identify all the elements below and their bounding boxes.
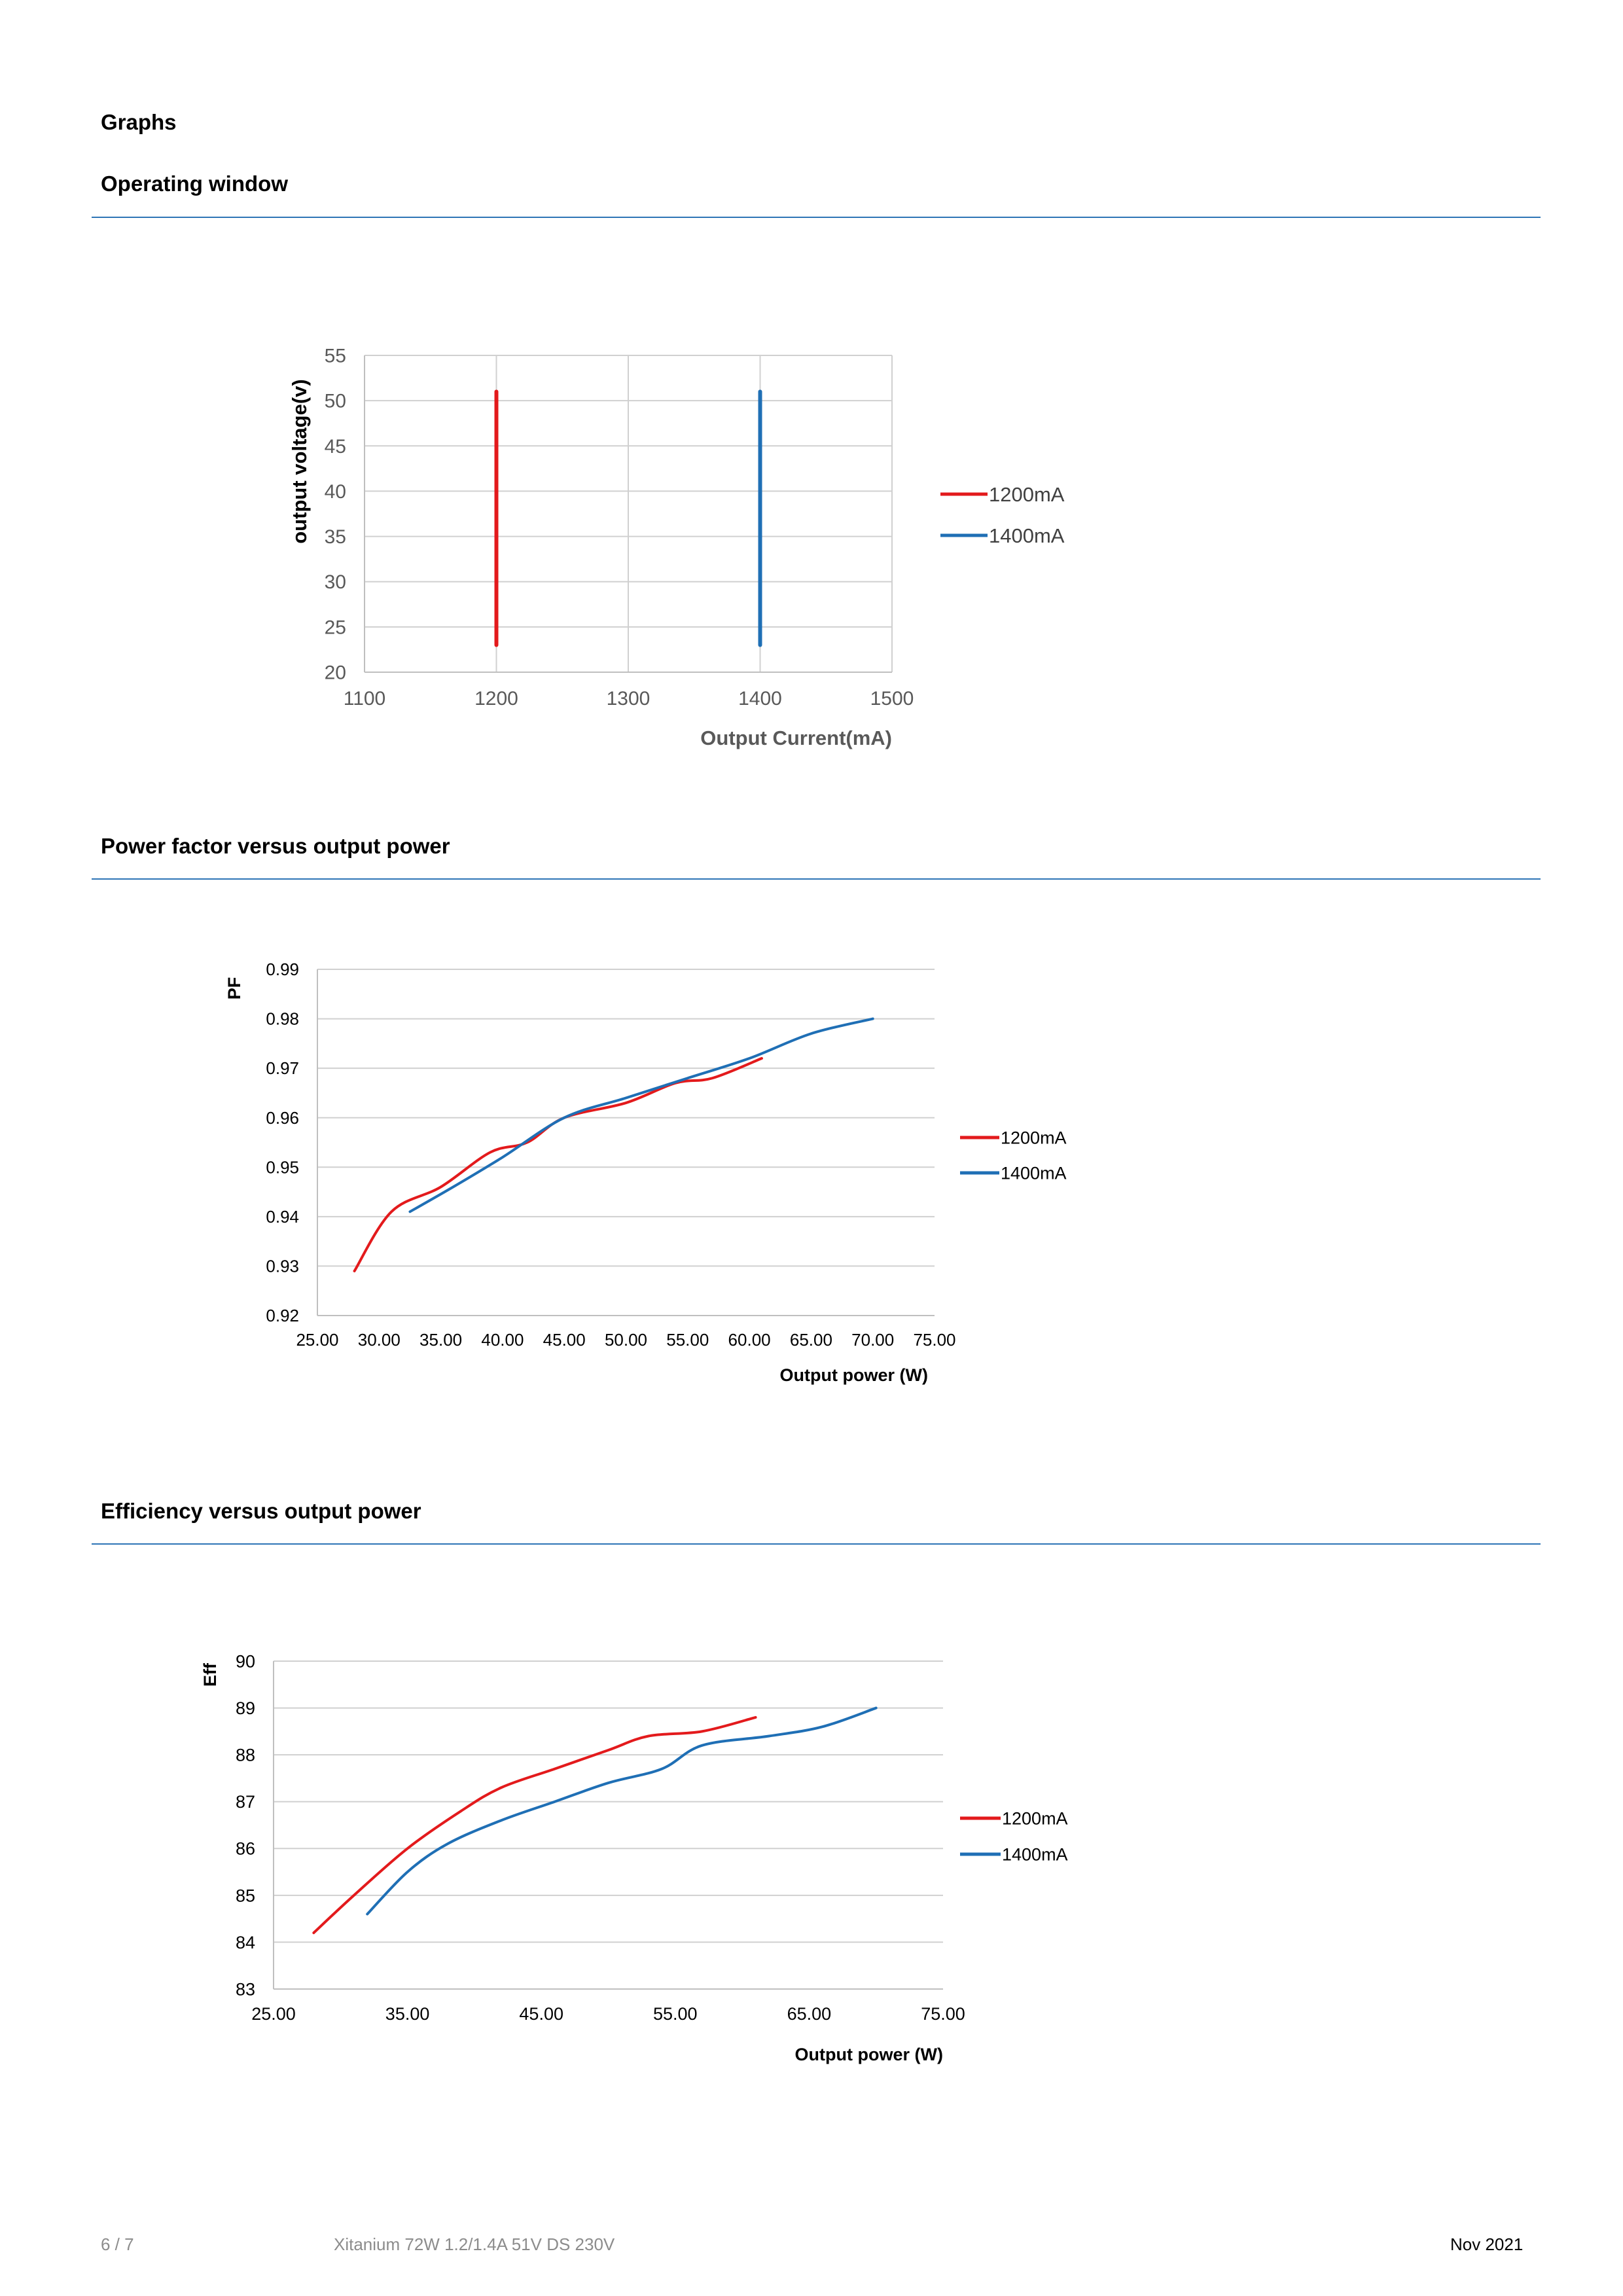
- x-tick-label: 75.00: [921, 2004, 965, 2024]
- footer-date: Nov 2021: [1450, 2234, 1524, 2254]
- series-line-1400mA: [366, 1706, 878, 1916]
- x-tick-label: 35.00: [419, 1330, 462, 1350]
- y-tick-label: 87: [236, 1792, 255, 1812]
- y-tick-label: 0.93: [266, 1257, 299, 1276]
- legend-label-1200mA: 1200mA: [989, 483, 1065, 506]
- series-line-1400mA: [408, 1017, 874, 1213]
- y-tick-label: 55: [325, 346, 346, 367]
- y-tick-label: 84: [236, 1933, 255, 1952]
- x-tick-label: 1300: [607, 688, 651, 709]
- y-tick-label: 83: [236, 1979, 255, 1999]
- y-tick-label: 20: [325, 662, 346, 684]
- y-tick-label: 25: [325, 617, 346, 638]
- y-tick-label: 0.98: [266, 1009, 299, 1029]
- y-tick-label: 86: [236, 1839, 255, 1859]
- y-tick-label: 0.92: [266, 1306, 299, 1325]
- y-axis-label: output voltage(v): [288, 379, 311, 543]
- x-tick-label: 50.00: [605, 1330, 647, 1350]
- y-tick-label: 0.94: [266, 1207, 299, 1227]
- x-tick-label: 1500: [870, 688, 914, 709]
- y-tick-label: 0.95: [266, 1157, 299, 1177]
- y-tick-label: 0.99: [266, 960, 299, 979]
- x-axis-label: Output Current(mA): [700, 726, 892, 749]
- y-tick-label: 35: [325, 526, 346, 548]
- x-tick-label: 55.00: [666, 1330, 709, 1350]
- y-axis-label: Eff: [200, 1662, 220, 1687]
- x-tick-label: 65.00: [790, 1330, 832, 1350]
- x-tick-label: 45.00: [519, 2004, 563, 2024]
- x-tick-label: 25.00: [251, 2004, 296, 2024]
- y-tick-label: 50: [325, 391, 346, 412]
- divider-efficiency: [92, 1543, 1541, 1545]
- series-line-1200mA: [312, 1715, 757, 1935]
- y-tick-label: 90: [236, 1651, 255, 1671]
- y-tick-label: 40: [325, 481, 346, 503]
- legend-label-1200mA: 1200mA: [1002, 1808, 1068, 1828]
- x-tick-label: 1400: [738, 688, 782, 709]
- divider-operating-window: [92, 217, 1541, 218]
- y-tick-label: 88: [236, 1746, 255, 1765]
- divider-power-factor: [92, 878, 1541, 880]
- legend-label-1400mA: 1400mA: [989, 524, 1065, 547]
- x-tick-label: 75.00: [913, 1330, 955, 1350]
- y-tick-label: 30: [325, 571, 346, 593]
- x-tick-label: 60.00: [728, 1330, 771, 1350]
- legend-label-1400mA: 1400mA: [1001, 1163, 1067, 1183]
- legend-label-1400mA: 1400mA: [1002, 1844, 1068, 1864]
- y-tick-label: 0.96: [266, 1108, 299, 1128]
- x-tick-label: 65.00: [787, 2004, 832, 2024]
- y-tick-label: 85: [236, 1886, 255, 1905]
- x-axis-label: Output power (W): [780, 1365, 928, 1385]
- heading-power-factor: Power factor versus output power: [101, 834, 450, 858]
- x-tick-label: 40.00: [481, 1330, 524, 1350]
- x-tick-label: 1100: [344, 688, 386, 709]
- footer-document-title: Xitanium 72W 1.2/1.4A 51V DS 230V: [334, 2234, 615, 2254]
- heading-operating-window: Operating window: [101, 171, 288, 196]
- y-tick-label: 89: [236, 1698, 255, 1718]
- section-title: Graphs: [101, 110, 177, 134]
- x-axis-label: Output power (W): [795, 2045, 943, 2064]
- y-tick-label: 45: [325, 436, 346, 457]
- heading-efficiency: Efficiency versus output power: [101, 1499, 421, 1523]
- x-tick-label: 35.00: [385, 2004, 430, 2024]
- footer-page-number: 6 / 7: [101, 2234, 134, 2254]
- x-tick-label: 45.00: [543, 1330, 586, 1350]
- legend-label-1200mA: 1200mA: [1001, 1128, 1067, 1147]
- x-tick-label: 30.00: [358, 1330, 401, 1350]
- x-tick-label: 55.00: [653, 2004, 698, 2024]
- x-tick-label: 70.00: [851, 1330, 894, 1350]
- x-tick-label: 1200: [474, 688, 518, 709]
- x-tick-label: 25.00: [296, 1330, 338, 1350]
- y-axis-label: PF: [224, 977, 244, 1000]
- y-tick-label: 0.97: [266, 1058, 299, 1078]
